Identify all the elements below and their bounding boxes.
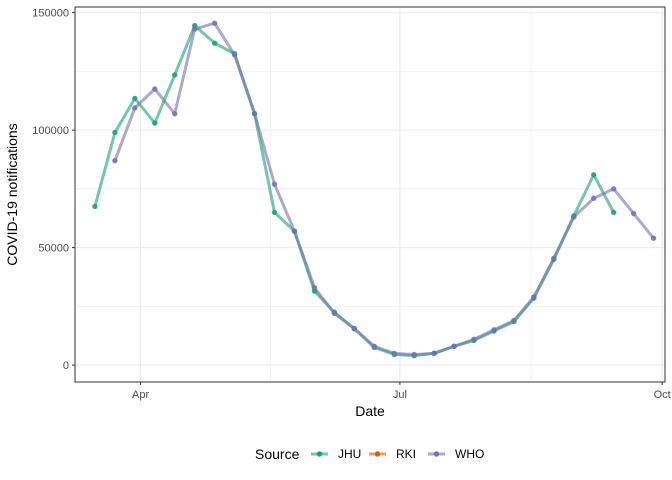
point-who [251, 110, 258, 117]
point-who [650, 235, 657, 241]
legend-label-who: WHO [455, 447, 484, 461]
point-who [630, 210, 637, 217]
series-line-who [113, 21, 656, 357]
point-who [391, 350, 397, 357]
point-jhu [92, 203, 98, 210]
legend: Source JHU RKI WHO [255, 446, 484, 462]
axes: 0 50000 100000 150000 Apr Jul Oct [32, 8, 670, 401]
x-tick-label: Oct [654, 389, 671, 401]
legend-title: Source [255, 446, 300, 462]
x-tick-label: Jul [393, 389, 407, 401]
y-tick-label: 150000 [32, 8, 69, 20]
point-who [610, 186, 617, 192]
point-jhu [271, 209, 278, 216]
point-who [291, 228, 298, 234]
y-axis-title: COVID-19 notifications [4, 123, 20, 265]
point-jhu [152, 120, 158, 126]
point-who [331, 310, 338, 317]
grid [75, 7, 665, 382]
legend-label-jhu: JHU [338, 447, 361, 461]
legend-key-point-who [433, 451, 440, 457]
point-who [531, 294, 537, 300]
point-who [511, 317, 517, 324]
point-who [371, 343, 377, 349]
point-jhu [172, 72, 178, 78]
point-who [271, 181, 278, 187]
y-tick-label: 100000 [32, 125, 69, 137]
point-who [411, 351, 417, 358]
point-jhu [132, 95, 138, 102]
point-who [172, 110, 178, 117]
point-who [551, 255, 557, 261]
point-who [192, 26, 198, 32]
point-who [132, 105, 138, 111]
point-who [491, 327, 497, 333]
point-who [231, 52, 238, 58]
point-jhu [591, 172, 597, 178]
point-who [431, 350, 437, 357]
legend-key-point-jhu [316, 451, 323, 457]
point-jhu [610, 209, 617, 216]
point-who [351, 325, 358, 332]
point-who [211, 20, 218, 26]
point-jhu [112, 129, 118, 136]
legend-key-point-rki [374, 451, 381, 457]
x-tick-label: Apr [132, 389, 149, 401]
point-who [112, 157, 118, 164]
point-who [471, 336, 477, 342]
point-jhu [211, 40, 218, 46]
panel-border [74, 6, 666, 383]
legend-label-rki: RKI [396, 447, 416, 461]
point-who [152, 86, 158, 92]
series-layer [92, 20, 657, 359]
x-axis-title: Date [355, 403, 385, 419]
y-tick-label: 0 [63, 360, 69, 372]
point-who [571, 214, 577, 220]
point-who [591, 195, 597, 201]
point-who [311, 284, 318, 291]
point-who [451, 343, 457, 349]
y-tick-label: 50000 [38, 243, 69, 255]
